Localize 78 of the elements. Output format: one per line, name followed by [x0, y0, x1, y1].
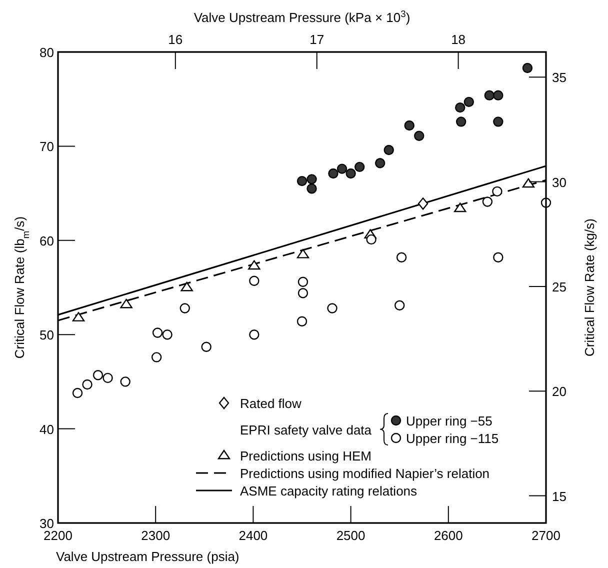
y-tick-label: 60	[40, 233, 54, 248]
y2-tick-label: 20	[552, 384, 566, 400]
y2-axis-title: Critical Flow Rate (kg/s)	[582, 218, 597, 356]
point	[493, 252, 504, 262]
y2-tick-label: 15	[552, 488, 566, 504]
x2-tick-label: 17	[310, 32, 324, 47]
x-tick-label: 2700	[532, 528, 560, 543]
point	[418, 198, 428, 210]
y-tick-label: 40	[40, 422, 54, 437]
legend-label: Upper ring −55	[406, 414, 492, 428]
point	[456, 116, 466, 127]
point	[366, 234, 376, 245]
point	[484, 90, 494, 100]
point	[493, 90, 504, 100]
point	[249, 276, 260, 286]
point	[201, 342, 212, 352]
point	[92, 370, 104, 380]
point	[249, 330, 260, 340]
y2-tick-label: 25	[552, 279, 566, 294]
point	[455, 102, 466, 113]
point	[298, 288, 308, 298]
point	[248, 260, 260, 270]
point	[394, 300, 405, 310]
point	[404, 120, 414, 131]
x-tick-label: 2400	[238, 528, 268, 543]
point	[454, 202, 466, 212]
x2-axis-title: Valve Upstream Pressure (kPa × 10$^{3}$)	[194, 9, 410, 25]
point	[384, 144, 394, 156]
point	[151, 352, 162, 362]
point	[482, 196, 493, 207]
x-tick-label: 2200	[44, 528, 72, 543]
point	[327, 303, 338, 314]
point	[120, 298, 132, 308]
point	[492, 186, 502, 197]
point	[72, 388, 83, 398]
point	[120, 376, 130, 387]
annotation: EPRI safety valve data	[240, 422, 372, 438]
point	[336, 164, 348, 174]
point	[296, 316, 308, 327]
legend-label: Rated flow	[240, 396, 302, 411]
y-tick-label: 70	[40, 139, 54, 154]
point	[414, 130, 424, 141]
x-tick-label: 2500	[336, 528, 366, 543]
x2-tick-label: 16	[168, 32, 183, 47]
point	[296, 176, 308, 186]
x2-tick-label: 18	[451, 32, 466, 47]
legend-label: Predictions using modified Napier’s relation	[240, 466, 490, 481]
y2-tick-label: 30	[552, 174, 566, 190]
x-axis-title: Valve Upstream Pressure (psia)	[56, 549, 240, 564]
point	[493, 116, 504, 127]
point	[464, 96, 474, 108]
point	[306, 174, 317, 184]
legend-label: Predictions using HEM	[240, 448, 372, 464]
point	[522, 62, 533, 74]
point	[346, 168, 356, 179]
point	[354, 162, 365, 172]
point	[298, 276, 308, 287]
point	[102, 372, 113, 384]
point	[152, 328, 163, 338]
point	[180, 303, 190, 314]
x-tick-label: 2300	[141, 528, 170, 543]
point	[522, 178, 535, 188]
legend-label: ASME capacity rating relations	[240, 484, 418, 498]
point	[296, 248, 310, 258]
y-tick-label: 80	[40, 45, 54, 60]
point	[180, 282, 193, 292]
y-tick-label: 30	[40, 516, 54, 531]
point	[374, 158, 386, 168]
point	[82, 379, 92, 390]
point	[72, 312, 85, 322]
point	[306, 183, 317, 194]
point	[328, 168, 338, 179]
y-tick-label: 50	[40, 328, 54, 343]
point	[396, 252, 407, 262]
point	[162, 330, 172, 340]
y2-tick-label: 35	[552, 70, 566, 86]
x-tick-label: 2600	[434, 528, 463, 543]
legend-label: Upper ring −115	[406, 431, 499, 446]
